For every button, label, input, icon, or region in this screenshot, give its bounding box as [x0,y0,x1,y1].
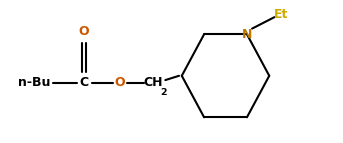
Text: 2: 2 [161,89,167,97]
Text: C: C [80,77,88,89]
Text: CH: CH [143,77,162,89]
Text: O: O [114,77,125,89]
Text: Et: Et [274,8,288,21]
Text: O: O [79,25,89,38]
Text: N: N [242,28,252,41]
Text: n-Bu: n-Bu [18,77,50,89]
